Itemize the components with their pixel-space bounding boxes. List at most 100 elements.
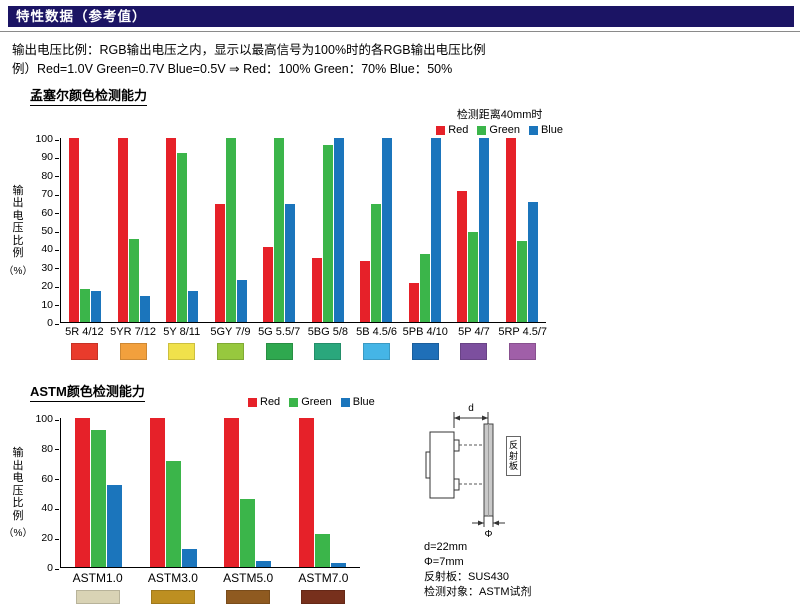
legend-item-blue: Blue — [528, 124, 563, 136]
y-axis-unit: （%） — [3, 528, 33, 539]
blue-bar — [331, 562, 347, 567]
swatch-cell — [157, 343, 206, 360]
bar-groups — [61, 418, 360, 567]
dim-d-arrow-right — [482, 415, 488, 421]
blue-bar — [256, 561, 272, 567]
green-legend-swatch-icon — [477, 125, 487, 135]
sensor-body — [429, 431, 455, 499]
green-bar — [468, 231, 479, 322]
bar-group — [110, 138, 159, 322]
swatch-cell — [498, 343, 547, 360]
category-label: 5P 4/7 — [458, 326, 490, 338]
category-label: 5B 4.5/6 — [356, 326, 398, 338]
reflector-label: 反 射 板 — [506, 436, 522, 476]
swatch-cell — [135, 590, 210, 604]
legend-item-blue: Blue — [340, 396, 375, 408]
y-tick-label-10: 10 — [41, 298, 59, 311]
y-tick-label-20: 20 — [41, 280, 59, 293]
note-reflector: 反射板：SUS430 — [424, 571, 509, 583]
note-d: d=22mm — [424, 541, 468, 553]
category-label: 5YR 7/12 — [110, 326, 156, 338]
bar-groups — [61, 138, 546, 322]
sensor-receiver-window — [453, 478, 460, 491]
bar-group — [449, 138, 498, 322]
legend-label-blue: Blue — [540, 124, 563, 136]
legend-items: Red Green Blue — [248, 396, 375, 408]
category-color-swatch — [265, 343, 293, 360]
chart-body: 输 出 电 压 比 例 （%） 100 90 80 70 60 50 40 30 20 10 0 — [4, 134, 585, 329]
category-label: 5PB 4/10 — [402, 326, 448, 338]
y-tick-label-0: 0 — [47, 317, 59, 329]
y-tick-label-50: 50 — [41, 225, 59, 237]
category-color-swatch — [411, 343, 439, 360]
red-bar — [408, 283, 419, 322]
y-tick-label-100: 100 — [35, 133, 59, 145]
blue-bar — [430, 138, 441, 322]
y-tick-label-20: 20 — [41, 532, 59, 545]
green-legend-swatch-icon — [289, 397, 299, 407]
category-label: ASTM1.0 — [72, 571, 123, 585]
y-axis-title-text: 输 出 电 压 比 例 — [12, 447, 24, 522]
bar-group — [136, 418, 211, 567]
green-bar — [225, 138, 236, 322]
munsell-legend: 检测距离40mm时 Red Green Blue — [436, 106, 563, 136]
blue-bar — [139, 296, 150, 322]
green-bar — [371, 204, 382, 322]
category-label: 5GY 7/9 — [210, 326, 251, 338]
category-color-swatch — [216, 343, 244, 360]
dim-phi-label: Φ — [485, 529, 493, 538]
dim-phi-arrow-left — [478, 520, 484, 526]
swatch-cell — [352, 343, 401, 360]
intro-text: 输出电压比例：RGB输出电压之内，显示以最高信号为100%时的各RGB输出电压比… — [12, 41, 486, 79]
red-bar — [299, 418, 315, 567]
category-color-swatch — [70, 343, 98, 360]
legend-note: 检测距离40mm时 — [456, 109, 543, 121]
category-label: 5BG 5/8 — [307, 326, 349, 338]
blue-legend-swatch-icon — [340, 397, 350, 407]
bar-group — [207, 138, 256, 322]
green-bar — [177, 152, 188, 322]
y-tick-label-60: 60 — [41, 472, 59, 485]
y-tick-label-40: 40 — [41, 502, 59, 515]
plot-area — [60, 138, 546, 323]
y-tick-label-60: 60 — [41, 206, 59, 219]
sensor-emitter-window — [453, 439, 460, 452]
category-label: ASTM7.0 — [298, 571, 349, 585]
swatch-cell — [211, 590, 286, 604]
swatch-cell — [401, 343, 450, 360]
category-color-swatch — [509, 343, 537, 360]
category-label: 5RP 4.5/7 — [498, 326, 548, 338]
green-bar — [315, 534, 331, 567]
y-tick-label-0: 0 — [47, 562, 59, 574]
red-legend-swatch-icon — [248, 397, 257, 407]
swatch-cell — [286, 590, 361, 604]
category-color-swatch — [226, 590, 271, 604]
y-tick-label-80: 80 — [41, 442, 59, 455]
blue-bar — [285, 204, 296, 322]
bar-group — [255, 138, 304, 322]
swatch-cell — [255, 343, 304, 360]
x-axis-labels: 5R 4/12 5YR 7/12 5Y 8/11 5GY 7/9 5G 5.5/7 5BG… — [60, 326, 547, 338]
y-axis-title: 输 出 电 压 比 例 （%） — [4, 418, 33, 568]
swatch-row — [60, 590, 361, 604]
category-color-swatch — [460, 343, 488, 360]
bar-group — [61, 418, 136, 567]
red-bar — [149, 418, 165, 567]
legend-item-red: Red — [436, 124, 468, 136]
blue-bar — [106, 485, 122, 567]
y-tick-label-70: 70 — [41, 188, 59, 201]
red-bar — [69, 138, 80, 322]
category-color-swatch — [119, 343, 147, 360]
y-axis-ticks: 100 80 60 40 20 0 — [26, 414, 60, 574]
dim-d-arrow-left — [454, 415, 460, 421]
green-bar — [322, 145, 333, 322]
legend-item-red: Red — [248, 396, 280, 408]
diagram-notes: d=22mm Φ=7mm 反射板：SUS430 检测对象：ASTM试剂 — [424, 540, 532, 600]
category-label: 5G 5.5/7 — [258, 326, 301, 338]
y-axis-unit: （%） — [3, 265, 33, 277]
blue-bar — [91, 290, 102, 322]
astm-chart: Red Green Blue 输 出 电 压 比 例 （%） 100 80 60 40 20… — [4, 396, 395, 604]
blue-bar — [181, 549, 197, 567]
bar-group — [61, 138, 110, 322]
setup-diagram-svg: d Φ — [425, 403, 505, 540]
